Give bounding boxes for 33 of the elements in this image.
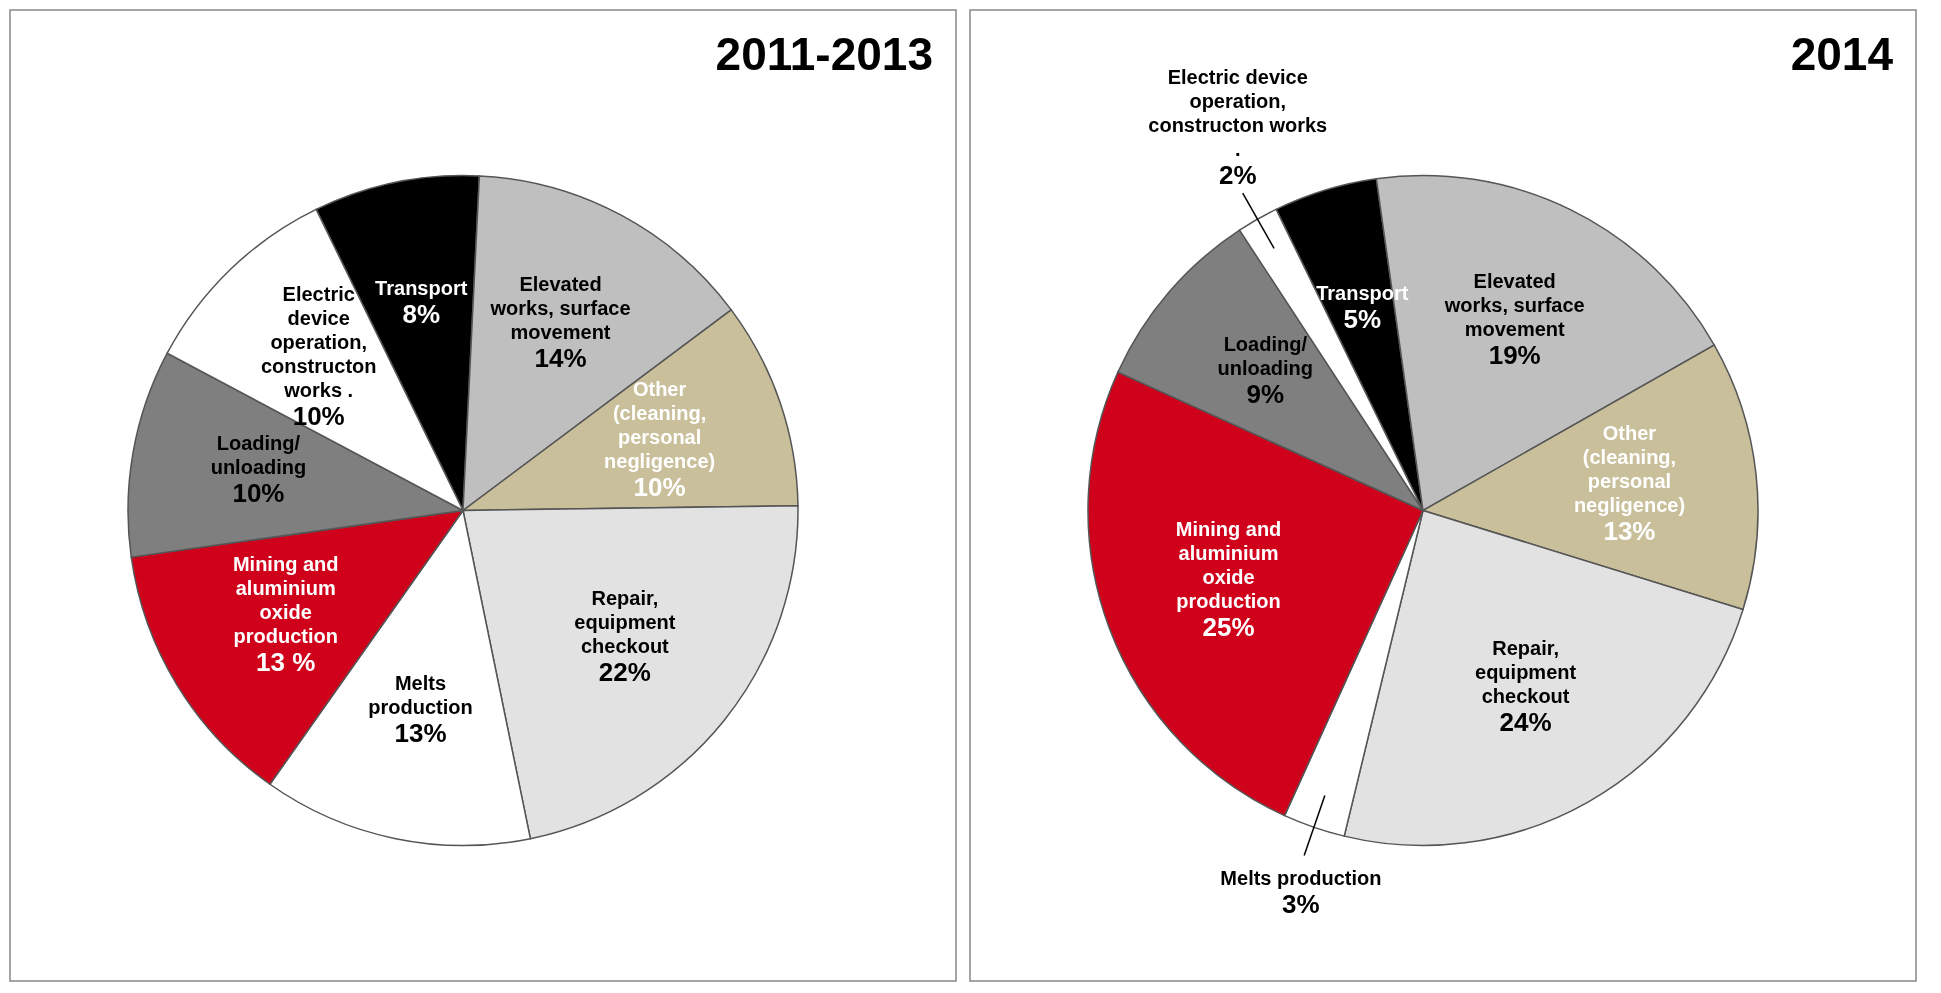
- data-label: 24%: [1499, 707, 1552, 738]
- chart-title: 2014: [1790, 28, 1894, 80]
- slice-label: Loading/ unloading: [210, 432, 307, 479]
- slice-label: Repair, equipment checkout: [1475, 637, 1577, 708]
- data-label: 10%: [292, 401, 345, 432]
- slice-label: Other (cleaning, personal negligence): [604, 377, 716, 472]
- data-label: 19%: [1488, 340, 1541, 371]
- slice-label: Mining and aluminium oxide production: [232, 552, 339, 647]
- data-label: 3%: [1282, 889, 1320, 920]
- data-label: 9%: [1246, 379, 1285, 410]
- data-label: 13%: [1603, 516, 1656, 547]
- chart-title: 2011-2013: [715, 28, 933, 80]
- data-label: 5%: [1343, 303, 1382, 334]
- slice-label: Other (cleaning, personal negligence): [1573, 422, 1686, 517]
- slice-label: Electric device operation, constructon works .: [260, 283, 377, 402]
- data-label: 22%: [598, 656, 651, 687]
- data-label: 13 %: [256, 646, 316, 677]
- slice-label: Loading/ unloading: [1217, 333, 1314, 380]
- data-label: 14%: [534, 343, 587, 374]
- data-label: 25%: [1202, 611, 1255, 642]
- data-label: 10%: [633, 471, 686, 502]
- slice-label: Repair, equipment checkout: [574, 586, 676, 657]
- slice-label: Melts production: [368, 671, 473, 718]
- slice-label: Elevated works, surface movement: [1443, 270, 1585, 341]
- slice-label: Melts production: [1220, 867, 1382, 890]
- data-label: 2%: [1218, 160, 1257, 191]
- slice-label: Electric device operation, constructon works .: [1148, 66, 1328, 161]
- slice-label: Mining and aluminium oxide production: [1175, 517, 1282, 612]
- data-label: 10%: [232, 478, 285, 509]
- slice-label: Transport: [375, 277, 468, 300]
- data-label: 8%: [402, 299, 441, 330]
- data-label: 13%: [394, 717, 447, 748]
- slice-label: Elevated works, surface movement: [489, 273, 631, 344]
